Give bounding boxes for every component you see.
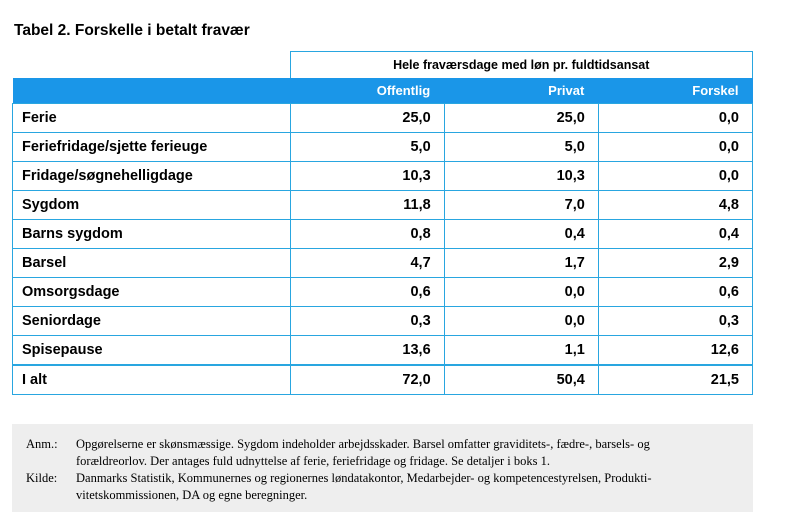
- table-row: Barsel 4,7 1,7 2,9: [12, 248, 754, 278]
- column-header-privat: Privat: [444, 78, 599, 104]
- cell-forskel: 21,5: [597, 364, 754, 395]
- cell-forskel: 0,4: [597, 219, 754, 249]
- cell-offentlig: 10,3: [289, 161, 445, 191]
- row-label: Barsel: [12, 248, 291, 278]
- column-header-row: Offentlig Privat Forskel: [12, 78, 753, 104]
- notes-box: Anm.: Opgørelserne er skønsmæssige. Sygd…: [12, 424, 753, 512]
- column-header-label: [12, 78, 290, 104]
- table-row: Barns sygdom 0,8 0,4 0,4: [12, 219, 754, 249]
- column-header-forskel: Forskel: [598, 78, 753, 104]
- row-label: Sygdom: [12, 190, 291, 220]
- kilde-label: Kilde:: [26, 471, 58, 485]
- row-label: Spisepause: [12, 335, 291, 366]
- absence-table: Hele fraværsdage med løn pr. fuldtidsans…: [12, 51, 754, 395]
- row-label: Barns sygdom: [12, 219, 291, 249]
- cell-privat: 7,0: [443, 190, 599, 220]
- cell-offentlig: 11,8: [289, 190, 445, 220]
- cell-offentlig: 4,7: [289, 248, 445, 278]
- table-row: Fridage/søgnehelligdage 10,3 10,3 0,0: [12, 161, 754, 191]
- cell-offentlig: 0,6: [289, 277, 445, 307]
- cell-privat: 1,7: [443, 248, 599, 278]
- table-title: Tabel 2. Forskelle i betalt fravær: [14, 22, 250, 39]
- cell-offentlig: 25,0: [289, 103, 445, 133]
- cell-forskel: 2,9: [597, 248, 754, 278]
- table-row: Omsorgsdage 0,6 0,0 0,6: [12, 277, 754, 307]
- cell-offentlig: 13,6: [289, 335, 445, 366]
- cell-forskel: 0,3: [597, 306, 754, 336]
- row-label: Feriefridage/sjette ferieuge: [12, 132, 291, 162]
- table-row: Feriefridage/sjette ferieuge 5,0 5,0 0,0: [12, 132, 754, 162]
- cell-privat: 50,4: [443, 364, 599, 395]
- super-header-row: Hele fraværsdage med løn pr. fuldtidsans…: [13, 51, 753, 79]
- anm-text-line-1: Opgørelserne er skønsmæssige. Sygdom ind…: [76, 437, 650, 451]
- cell-privat: 25,0: [443, 103, 599, 133]
- column-header-offentlig: Offentlig: [290, 78, 445, 104]
- row-label: Ferie: [12, 103, 291, 133]
- cell-privat: 0,0: [443, 277, 599, 307]
- cell-privat: 10,3: [443, 161, 599, 191]
- super-header: Hele fraværsdage med løn pr. fuldtidsans…: [289, 51, 753, 78]
- cell-privat: 0,0: [443, 306, 599, 336]
- cell-forskel: 0,0: [597, 132, 754, 162]
- row-label: Fridage/søgnehelligdage: [12, 161, 291, 191]
- cell-privat: 5,0: [443, 132, 599, 162]
- cell-privat: 1,1: [443, 335, 599, 366]
- cell-offentlig: 5,0: [289, 132, 445, 162]
- anm-text-line-2: forældreorlov. Der antages fuld udnyttel…: [76, 454, 551, 468]
- row-label: Seniordage: [12, 306, 291, 336]
- table-row: Spisepause 13,6 1,1 12,6: [12, 335, 754, 366]
- kilde-text-line-1: Danmarks Statistik, Kommunernes og regio…: [76, 471, 652, 485]
- row-label: Omsorgsdage: [12, 277, 291, 307]
- cell-forskel: 0,0: [597, 103, 754, 133]
- cell-forskel: 12,6: [597, 335, 754, 366]
- table-row: Ferie 25,0 25,0 0,0: [12, 103, 754, 133]
- cell-offentlig: 0,3: [289, 306, 445, 336]
- cell-privat: 0,4: [443, 219, 599, 249]
- anm-label: Anm.:: [26, 437, 58, 451]
- table-row: Seniordage 0,3 0,0 0,3: [12, 306, 754, 336]
- cell-offentlig: 72,0: [289, 364, 445, 395]
- row-label: I alt: [12, 364, 291, 395]
- cell-offentlig: 0,8: [289, 219, 445, 249]
- cell-forskel: 0,0: [597, 161, 754, 191]
- super-header-spacer: [13, 52, 291, 79]
- cell-forskel: 0,6: [597, 277, 754, 307]
- cell-forskel: 4,8: [597, 190, 754, 220]
- kilde-text-line-2: vitetskommissionen, DA og egne beregning…: [76, 488, 308, 502]
- table-row: Sygdom 11,8 7,0 4,8: [12, 190, 754, 220]
- total-row: I alt 72,0 50,4 21,5: [12, 364, 754, 395]
